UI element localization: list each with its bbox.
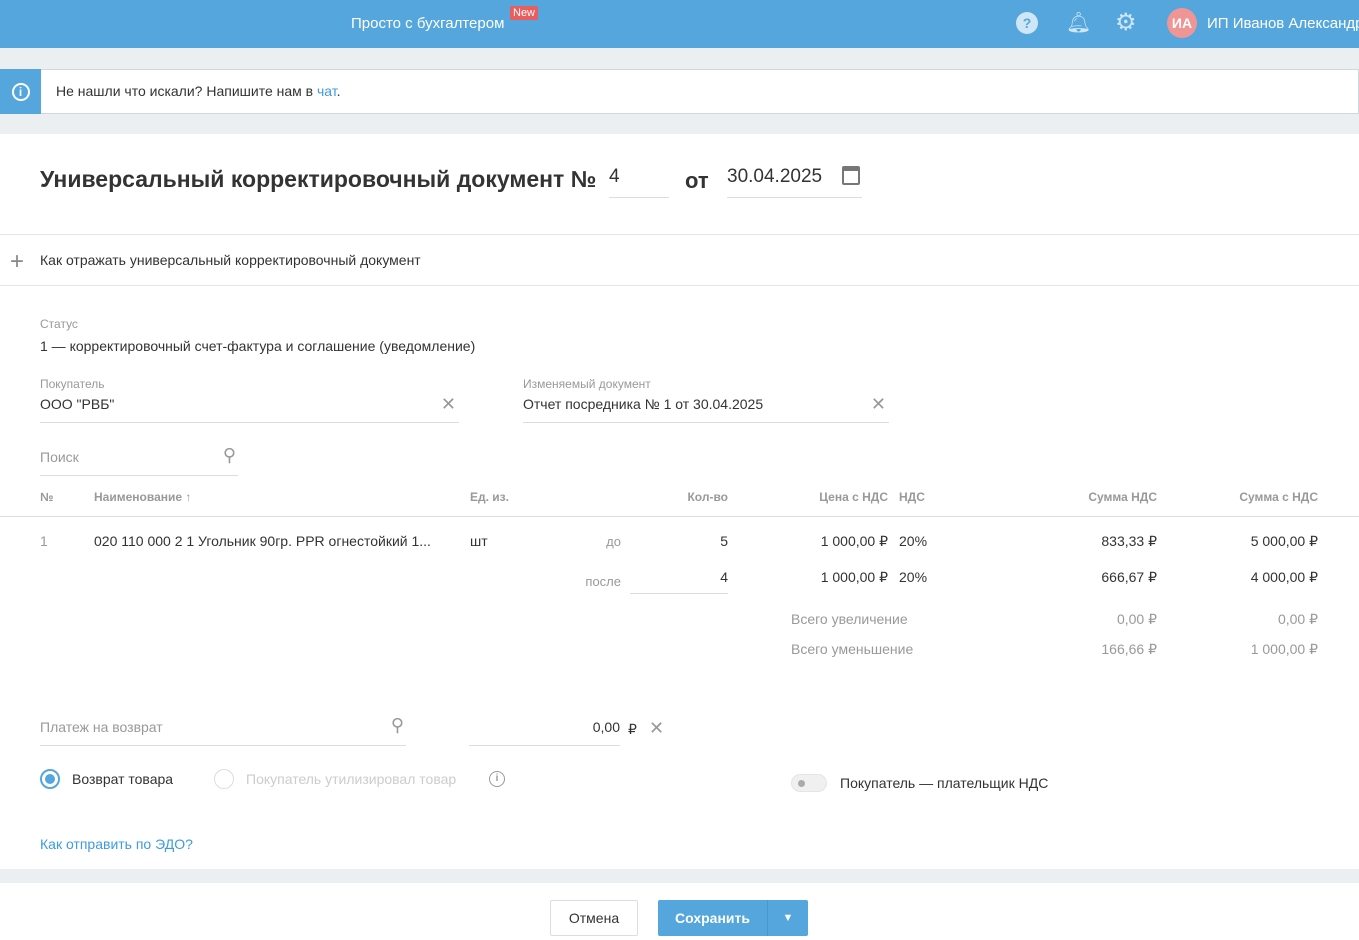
page-title: Универсальный корректировочный документ … (40, 166, 597, 192)
clear-buyer-icon[interactable]: ✕ (440, 394, 456, 414)
payment-amount-input[interactable]: 0,00 (469, 719, 620, 746)
before-qty: 5 (720, 533, 728, 549)
radio-utilized-label[interactable]: Покупатель утилизировал товар (246, 771, 457, 787)
radio-return[interactable] (40, 769, 60, 789)
before-price: 1 000,00 ₽ (820, 533, 888, 549)
col-unit: Ед. из. (470, 490, 509, 504)
edo-help-link[interactable]: Как отправить по ЭДО? (40, 836, 193, 852)
col-vat-sum: Сумма НДС (1088, 490, 1157, 504)
gear-icon[interactable]: ⚙ (1115, 9, 1137, 36)
radio-utilized[interactable] (214, 769, 234, 789)
buyer-field[interactable]: ООО "РВБ" ✕ (40, 394, 459, 423)
row-unit: шт (470, 533, 488, 549)
after-qty-input[interactable]: 4 (630, 569, 728, 594)
search-icon[interactable]: ⚲ (222, 445, 236, 465)
doc-number-input[interactable]: 4 (609, 166, 669, 198)
vat-payer-toggle[interactable] (791, 774, 827, 792)
decrease-total: 1 000,00 ₽ (1250, 641, 1318, 657)
increase-vat-sum: 0,00 ₽ (1116, 611, 1157, 627)
col-price: Цена с НДС (819, 490, 888, 504)
banner-tail: . (336, 83, 341, 99)
info-icon: i (0, 69, 41, 114)
col-num: № (40, 490, 54, 504)
decrease-label: Всего уменьшение (791, 641, 914, 657)
search-icon[interactable]: ⚲ (390, 715, 404, 735)
vat-payer-label: Покупатель — плательщик НДС (840, 775, 1049, 791)
buyer-value: ООО "РВБ" (40, 396, 115, 412)
row-name[interactable]: 020 110 000 2 1 Угольник 90гр. PPR огнес… (94, 533, 431, 549)
clear-payment-icon[interactable]: ✕ (649, 718, 665, 738)
status-label: Статус (40, 317, 78, 331)
save-options-chevron-icon[interactable]: ▼ (767, 900, 808, 936)
product-link[interactable]: Просто с бухгалтером (351, 15, 505, 32)
clear-changed-doc-icon[interactable]: ✕ (870, 394, 886, 414)
banner-text: Не нашли что искали? Напишите нам в (56, 83, 317, 99)
howto-expander[interactable]: Как отражать универсальный корректировоч… (40, 252, 421, 268)
calendar-icon[interactable] (842, 166, 860, 185)
payment-input[interactable]: Платеж на возврат ⚲ (40, 715, 406, 746)
user-name[interactable]: ИП Иванов Александр (1207, 15, 1359, 32)
col-qty: Кол-во (687, 490, 728, 504)
avatar[interactable]: ИА (1167, 8, 1197, 38)
col-total: Сумма с НДС (1239, 490, 1318, 504)
row-num: 1 (40, 533, 48, 549)
plus-icon[interactable]: + (10, 248, 25, 275)
after-price: 1 000,00 ₽ (820, 569, 888, 585)
info-banner: i Не нашли что искали? Напишите нам в ча… (0, 69, 1359, 114)
from-label: от (685, 168, 709, 193)
top-bar: Просто с бухгалтером New ? 🔔︎ ⚙ ИА ИП Ив… (0, 0, 1359, 48)
increase-total: 0,00 ₽ (1277, 611, 1318, 627)
help-icon[interactable]: ? (1016, 12, 1038, 34)
search-input[interactable]: Поиск ⚲ (40, 445, 238, 476)
info-icon[interactable]: i (489, 771, 505, 787)
increase-label: Всего увеличение (791, 611, 908, 627)
before-vat: 20% (899, 533, 928, 549)
before-vat-sum: 833,33 ₽ (1101, 533, 1157, 549)
decrease-vat-sum: 166,66 ₽ (1101, 641, 1157, 657)
before-label: до (606, 534, 621, 549)
status-value[interactable]: 1 — корректировочный счет-фактура и согл… (40, 338, 476, 354)
cancel-button[interactable]: Отмена (550, 900, 638, 936)
changed-doc-label: Изменяемый документ (523, 377, 651, 391)
radio-return-label[interactable]: Возврат товара (72, 771, 174, 787)
new-badge: New (510, 6, 539, 20)
buyer-label: Покупатель (40, 377, 105, 391)
bell-icon[interactable]: 🔔︎ (1066, 12, 1092, 34)
after-label: после (585, 574, 621, 589)
currency-label: ₽ (628, 721, 637, 737)
search-placeholder: Поиск (40, 449, 79, 465)
save-button[interactable]: Сохранить (658, 900, 767, 936)
after-vat: 20% (899, 569, 928, 585)
document-form: Универсальный корректировочный документ … (0, 134, 1359, 869)
col-vat: НДС (899, 490, 925, 504)
payment-placeholder: Платеж на возврат (40, 719, 163, 735)
before-total: 5 000,00 ₽ (1250, 533, 1318, 549)
chat-link[interactable]: чат (316, 83, 337, 99)
doc-date-input[interactable]: 30.04.2025 (727, 166, 862, 198)
after-vat-sum: 666,67 ₽ (1101, 569, 1157, 585)
after-total: 4 000,00 ₽ (1250, 569, 1318, 585)
changed-doc-value: Отчет посредника № 1 от 30.04.2025 (523, 396, 764, 412)
col-name[interactable]: Наименование ↑ (94, 490, 192, 504)
footer-bar: Отмена Сохранить ▼ (0, 883, 1359, 940)
changed-doc-field[interactable]: Отчет посредника № 1 от 30.04.2025 ✕ (523, 394, 889, 423)
